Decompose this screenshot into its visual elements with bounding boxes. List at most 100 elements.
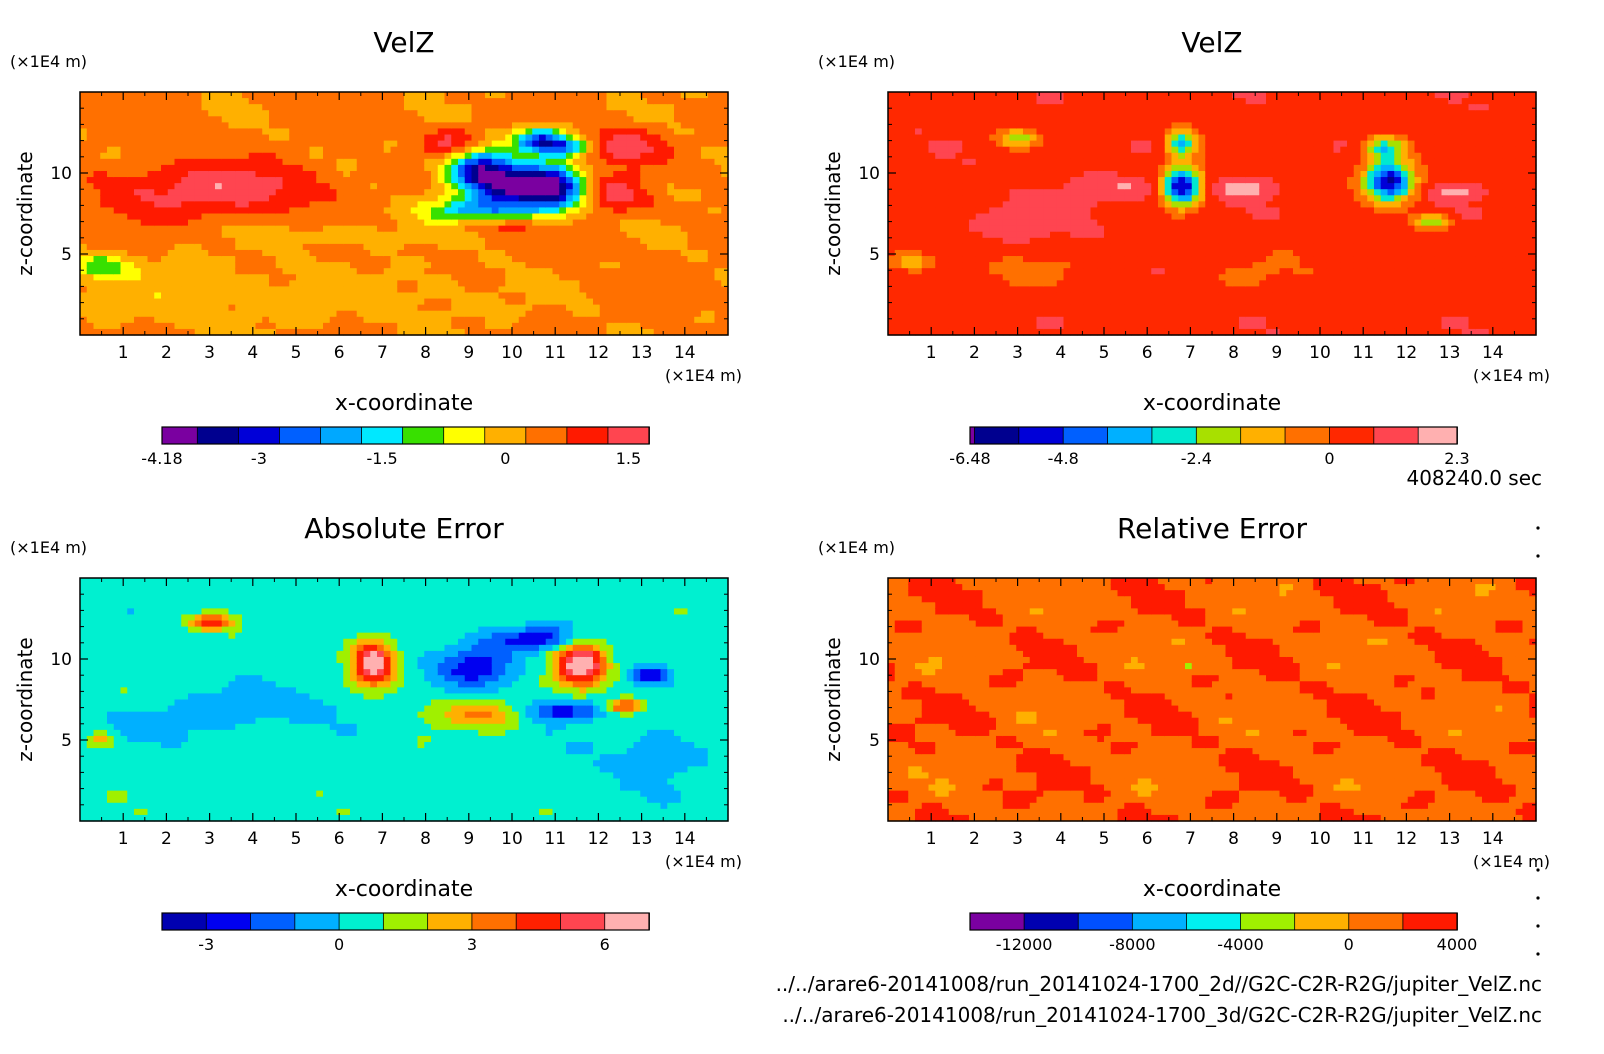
contour-cell bbox=[417, 152, 425, 160]
contour-cell bbox=[289, 298, 297, 306]
contour-cell bbox=[154, 328, 162, 336]
contour-cell bbox=[989, 243, 997, 251]
contour-cell bbox=[417, 207, 425, 215]
contour-cell bbox=[894, 134, 903, 142]
contour-cell bbox=[505, 243, 513, 251]
contour-cell bbox=[552, 274, 560, 281]
contour-cell bbox=[485, 177, 493, 184]
contour-cell bbox=[451, 104, 459, 111]
contour-cell bbox=[1009, 225, 1017, 233]
contour-cell bbox=[545, 98, 554, 105]
contour-cell bbox=[996, 128, 1004, 136]
contour-cell bbox=[586, 92, 594, 99]
contour-cell bbox=[559, 104, 567, 111]
contour-cell bbox=[989, 231, 997, 239]
contour-cell bbox=[161, 195, 169, 202]
contour-cell bbox=[134, 195, 142, 202]
contour-cell bbox=[194, 322, 203, 330]
contour-cell bbox=[215, 170, 223, 178]
contour-cell bbox=[397, 201, 405, 209]
contour-cell bbox=[316, 304, 324, 312]
contour-cell bbox=[431, 231, 439, 239]
contour-cell bbox=[674, 122, 682, 130]
contour-cell bbox=[242, 237, 250, 245]
contour-cell bbox=[478, 152, 486, 160]
contour-cell bbox=[928, 140, 936, 148]
contour-cell bbox=[161, 92, 169, 99]
contour-cell bbox=[410, 201, 419, 209]
contour-cell bbox=[120, 262, 128, 269]
contour-cell bbox=[302, 304, 311, 312]
contour-cell bbox=[377, 122, 385, 130]
contour-cell bbox=[296, 286, 304, 294]
contour-cell bbox=[975, 280, 984, 287]
contour-cell bbox=[181, 274, 189, 281]
contour-cell bbox=[397, 213, 405, 221]
contour-cell bbox=[221, 116, 230, 123]
contour-cell bbox=[620, 128, 628, 136]
contour-cell bbox=[485, 207, 493, 215]
contour-cell bbox=[915, 243, 923, 251]
contour-cell bbox=[316, 134, 324, 142]
contour-cell bbox=[707, 304, 716, 312]
contour-cell bbox=[370, 104, 378, 111]
contour-cell bbox=[215, 249, 223, 257]
contour-cell bbox=[80, 201, 88, 209]
contour-cell bbox=[606, 152, 614, 160]
contour-cell bbox=[458, 262, 466, 269]
contour-cell bbox=[410, 219, 419, 227]
contour-cell bbox=[613, 268, 621, 275]
contour-cell bbox=[383, 140, 392, 148]
contour-cell bbox=[100, 152, 108, 160]
contour-cell bbox=[120, 219, 128, 227]
contour-cell bbox=[586, 128, 594, 136]
contour-cell bbox=[316, 243, 324, 251]
contour-cell bbox=[404, 237, 412, 245]
contour-cell bbox=[134, 189, 142, 196]
contour-cell bbox=[901, 316, 909, 324]
contour-cell bbox=[356, 177, 365, 184]
contour-cell bbox=[161, 213, 169, 221]
contour-cell bbox=[552, 304, 560, 312]
contour-cell bbox=[545, 243, 554, 251]
contour-cell bbox=[626, 237, 635, 245]
contour-cell bbox=[390, 237, 398, 245]
contour-cell bbox=[100, 219, 108, 227]
contour-cell bbox=[640, 304, 648, 312]
contour-cell bbox=[302, 104, 311, 111]
contour-cell bbox=[647, 237, 655, 245]
contour-cell bbox=[248, 225, 257, 233]
contour-cell bbox=[606, 110, 614, 117]
contour-cell bbox=[100, 104, 108, 111]
contour-cell bbox=[343, 249, 351, 257]
contour-cell bbox=[613, 328, 621, 336]
contour-cell bbox=[1016, 158, 1024, 166]
contour-cell bbox=[969, 268, 977, 275]
contour-cell bbox=[1050, 256, 1058, 263]
contour-cell bbox=[653, 110, 662, 117]
contour-cell bbox=[471, 98, 479, 105]
contour-cell bbox=[228, 183, 236, 190]
contour-cell bbox=[1009, 183, 1017, 190]
contour-cell bbox=[215, 274, 223, 281]
contour-cell bbox=[935, 177, 943, 184]
contour-cell bbox=[660, 189, 668, 196]
contour-cell bbox=[1023, 152, 1031, 160]
contour-cell bbox=[336, 158, 344, 166]
contour-cell bbox=[404, 207, 412, 215]
contour-cell bbox=[343, 328, 351, 336]
contour-cell bbox=[127, 304, 135, 312]
contour-cell bbox=[928, 177, 936, 184]
contour-cell bbox=[161, 274, 169, 281]
contour-cell bbox=[309, 219, 317, 227]
contour-cell bbox=[894, 146, 903, 154]
contour-cell bbox=[370, 98, 378, 105]
contour-field bbox=[888, 92, 1537, 336]
contour-cell bbox=[113, 134, 122, 142]
contour-cell bbox=[667, 231, 675, 239]
contour-cell bbox=[701, 128, 709, 136]
contour-cell bbox=[491, 92, 500, 99]
contour-cell bbox=[316, 152, 324, 160]
contour-cell bbox=[620, 170, 628, 178]
contour-cell bbox=[532, 219, 540, 227]
